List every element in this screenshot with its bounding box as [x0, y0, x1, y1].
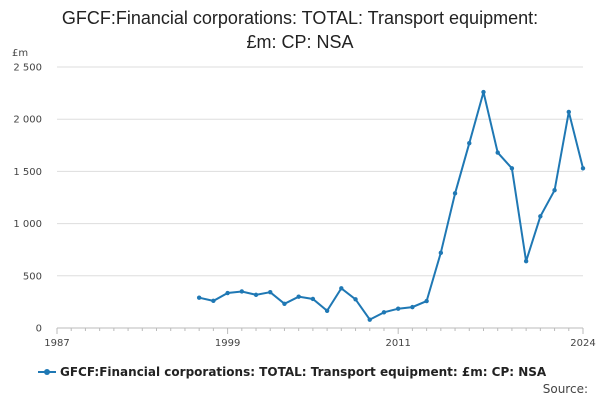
chart-title: GFCF:Financial corporations: TOTAL: Tran…: [0, 6, 600, 54]
y-axis-unit-label: £m: [12, 48, 28, 59]
x-tick-label: 2024: [570, 338, 595, 349]
y-tick-label: 1 000: [13, 219, 42, 230]
data-point: [324, 308, 330, 313]
y-tick-label: 500: [23, 271, 42, 282]
chart-title-line-2: £m: CP: NSA: [246, 32, 354, 52]
data-point: [239, 289, 245, 294]
x-tick-label: 1987: [44, 338, 69, 349]
y-tick-label: 0: [36, 324, 42, 335]
legend-label: GFCF:Financial corporations: TOTAL: Tran…: [60, 365, 547, 379]
y-tick-labels: 0 500 1 000 1 500 2 000 2 500: [13, 63, 42, 335]
x-tick-labels: 1987 1999 2011 2024: [44, 338, 595, 349]
data-point: [523, 258, 529, 264]
data-point: [495, 150, 500, 155]
legend: GFCF:Financial corporations: TOTAL: Tran…: [38, 365, 546, 379]
data-point: [438, 250, 444, 256]
y-tick-label: 1 500: [13, 167, 42, 178]
y-tick-label: 2 000: [13, 115, 42, 126]
series-points: [196, 89, 586, 322]
data-point: [381, 310, 387, 315]
data-point: [196, 295, 202, 300]
data-point: [552, 187, 557, 193]
data-point: [211, 298, 216, 304]
data-point: [566, 109, 571, 115]
data-point: [424, 298, 429, 304]
chart-title-line-1: GFCF:Financial corporations: TOTAL: Tran…: [61, 8, 539, 28]
series-line: [198, 91, 584, 321]
data-point: [339, 286, 344, 291]
data-point: [225, 290, 230, 296]
data-point: [481, 89, 486, 95]
grid-lines: [57, 66, 583, 277]
data-point: [395, 306, 401, 311]
y-tick-label: 2 500: [13, 63, 42, 74]
axes: [56, 327, 584, 334]
x-tick-label: 2011: [385, 338, 410, 349]
data-point: [452, 191, 458, 196]
data-point: [296, 294, 301, 299]
data-point: [367, 317, 372, 322]
data-point: [253, 292, 259, 298]
data-point: [467, 141, 472, 146]
data-point: [410, 304, 415, 310]
data-point: [538, 214, 543, 219]
data-point: [509, 166, 515, 171]
data-point: [310, 296, 316, 302]
data-point: [282, 301, 287, 306]
x-tick-label: 1999: [215, 338, 240, 349]
legend-swatch: [38, 367, 56, 377]
data-point: [580, 166, 586, 171]
data-point: [353, 297, 358, 302]
data-point: [268, 289, 273, 295]
source-label: Source:: [542, 382, 588, 396]
